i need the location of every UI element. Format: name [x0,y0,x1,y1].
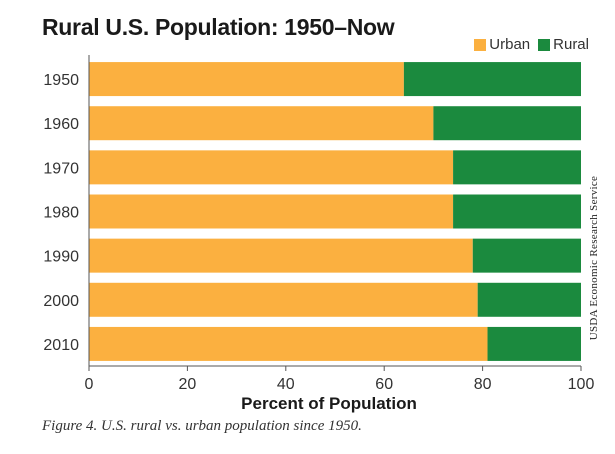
bar-urban-1990 [89,238,473,273]
bar-urban-1970 [89,150,454,185]
x-tick-label-20: 20 [179,376,197,393]
legend-swatch-rural [538,38,551,51]
bar-rural-1990 [472,238,581,273]
bar-urban-2010 [89,326,488,361]
x-axis-label: Percent of Population [241,394,417,413]
bar-rural-1980 [453,194,581,229]
x-tick-label-40: 40 [277,376,295,393]
y-tick-label-1980: 1980 [43,205,79,222]
chart-legend: Urban Rural [474,36,589,53]
bar-urban-2000 [89,282,478,317]
source-credit: USDA Economic Research Service [588,175,600,341]
x-tick-label-80: 80 [474,376,492,393]
legend-swatch-urban [474,38,487,51]
legend-item-urban: Urban [474,36,530,53]
chart-title: Rural U.S. Population: 1950–Now [42,14,395,40]
figure-caption: Figure 4. U.S. rural vs. urban populatio… [42,418,362,434]
bar-urban-1950 [89,62,404,97]
y-tick-label-1960: 1960 [43,116,79,133]
y-tick-label-1990: 1990 [43,249,79,266]
y-tick-label-1950: 1950 [43,72,79,89]
bar-rural-2010 [487,326,581,361]
legend-label-urban: Urban [489,36,531,53]
bar-rural-1960 [433,106,581,141]
x-tick-label-60: 60 [375,376,393,393]
x-tick-label-100: 100 [568,376,595,393]
x-tick-label-0: 0 [85,376,94,393]
y-tick-label-1970: 1970 [43,160,79,177]
legend-item-rural: Rural [538,36,589,53]
y-tick-label-2000: 2000 [43,293,79,310]
bar-urban-1960 [89,106,434,141]
legend-label-rural: Rural [553,36,589,53]
bar-rural-1970 [453,150,581,185]
bar-urban-1980 [89,194,454,229]
y-tick-label-2010: 2010 [43,337,79,354]
bar-rural-1950 [403,62,581,97]
bar-rural-2000 [477,282,581,317]
